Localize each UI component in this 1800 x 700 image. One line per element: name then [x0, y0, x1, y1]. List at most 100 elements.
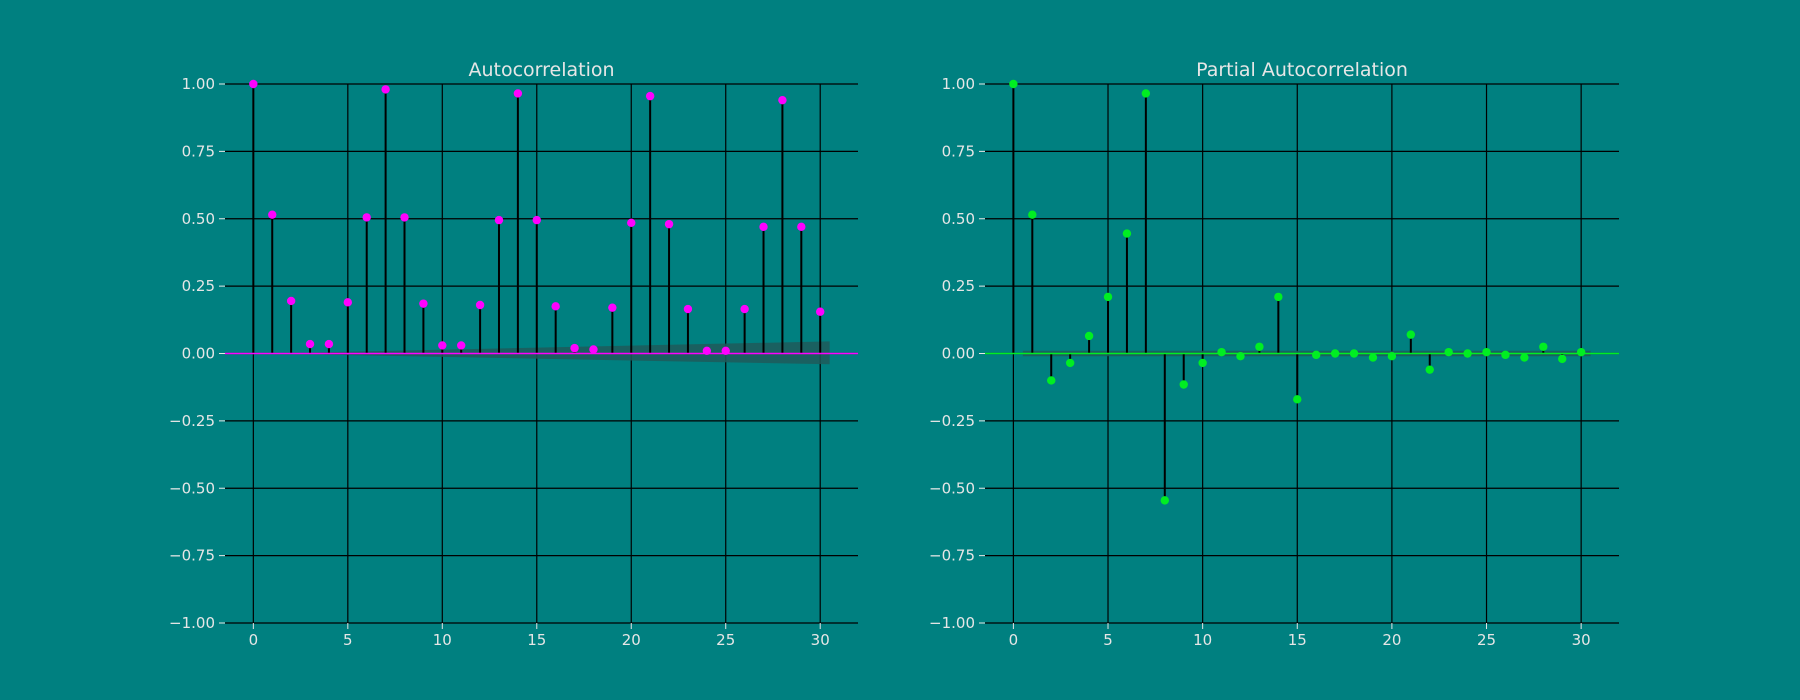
acf-ytick-label: 0.25	[182, 277, 215, 295]
pacf-marker	[1103, 292, 1113, 302]
pacf-marker	[1217, 347, 1226, 357]
pacf-marker	[1482, 347, 1491, 357]
acf-ytick-label: −0.50	[169, 479, 215, 497]
acf-marker	[438, 341, 447, 350]
pacf-marker	[1065, 358, 1075, 368]
pacf-xtick-label: 30	[1572, 631, 1591, 649]
acf-ytick-label: −1.00	[169, 614, 215, 632]
acf-marker	[305, 339, 315, 349]
acf-xtick-label: 20	[622, 631, 641, 649]
pacf-marker	[1387, 351, 1397, 361]
pacf-xtick-label: 10	[1193, 631, 1212, 649]
pacf-marker	[1084, 331, 1094, 341]
pacf-marker	[1160, 496, 1169, 505]
acf-marker	[608, 303, 617, 312]
acf-marker	[249, 79, 258, 89]
pacf-marker	[1368, 353, 1378, 362]
pacf-xtick-label: 20	[1382, 631, 1401, 649]
pacf-xtick-label: 25	[1477, 631, 1496, 649]
acf-marker	[627, 218, 636, 227]
pacf-marker	[1028, 210, 1037, 219]
acf-panel: 1.00 0.75 0.50 0.25 0.00 −0.25 −0.50 −0.75 −1.00…	[169, 59, 858, 649]
acf-ytick-label: 0.00	[182, 345, 215, 363]
acf-marker	[683, 304, 693, 314]
pacf-marker	[1009, 79, 1018, 89]
pacf-xtick-label: 15	[1288, 631, 1307, 649]
acf-marker	[324, 339, 334, 349]
acf-marker	[551, 302, 560, 311]
acf-xtick-label: 10	[433, 631, 452, 649]
acf-marker	[816, 307, 825, 316]
pacf-ytick-label: 0.25	[942, 277, 975, 295]
pacf-marker	[1122, 229, 1132, 238]
pacf-marker	[1047, 376, 1056, 385]
acf-marker	[740, 304, 749, 314]
acf-marker	[532, 215, 541, 225]
acf-marker	[664, 219, 674, 229]
pacf-marker	[1406, 330, 1416, 339]
acf-xtick-label: 0	[249, 631, 259, 649]
pacf-marker	[1558, 354, 1567, 364]
pacf-marker	[1179, 380, 1188, 389]
pacf-marker	[1501, 350, 1510, 360]
pacf-ytick-label: 1.00	[942, 75, 975, 93]
acf-ytick-label: 0.75	[182, 142, 215, 160]
pacf-marker	[1141, 89, 1151, 98]
acf-marker	[797, 222, 806, 232]
acf-marker	[419, 299, 428, 308]
pacf-ytick-label: 0.75	[942, 142, 975, 160]
acf-marker	[400, 213, 409, 222]
pacf-marker	[1425, 365, 1434, 374]
acf-ytick-label: −0.75	[169, 547, 215, 565]
pacf-marker	[1330, 349, 1340, 358]
acf-marker	[286, 296, 296, 306]
pacf-marker	[1463, 349, 1472, 358]
pacf-ytick-label: −0.75	[929, 547, 975, 565]
acf-marker	[759, 222, 768, 232]
acf-chart-title: Autocorrelation	[468, 59, 614, 81]
acf-ytick-label: 0.50	[182, 210, 215, 228]
pacf-marker	[1198, 358, 1207, 368]
pacf-panel: 1.00 0.75 0.50 0.25 0.00 −0.25 −0.50 −0.75 −1.00…	[929, 59, 1619, 649]
pacf-marker	[1274, 292, 1283, 302]
pacf-marker	[1293, 395, 1302, 404]
pacf-marker	[1444, 347, 1453, 357]
acf-marker	[381, 85, 390, 94]
acf-marker	[645, 91, 655, 101]
acf-marker	[589, 345, 598, 354]
pacf-marker	[1255, 342, 1264, 351]
acf-ytick-label: −0.25	[169, 412, 215, 430]
pacf-marker	[1236, 351, 1245, 361]
acf-marker	[513, 89, 523, 98]
pacf-ytick-label: −0.50	[929, 479, 975, 497]
acf-xtick-label: 15	[527, 631, 546, 649]
acf-marker	[456, 341, 466, 350]
pacf-xtick-label: 0	[1009, 631, 1019, 649]
pacf-ytick-label: −0.25	[929, 412, 975, 430]
acf-xtick-label: 25	[716, 631, 735, 649]
acf-marker	[702, 346, 712, 356]
pacf-marker	[1576, 347, 1586, 357]
pacf-marker	[1539, 342, 1548, 351]
pacf-marker	[1349, 349, 1359, 358]
pacf-marker	[1311, 350, 1321, 360]
pacf-chart-title: Partial Autocorrelation	[1196, 59, 1408, 81]
acf-marker	[494, 215, 504, 225]
acf-marker	[721, 346, 730, 356]
acf-marker	[778, 95, 787, 105]
acf-marker	[343, 298, 353, 307]
acf-marker	[362, 213, 371, 222]
acf-xtick-label: 5	[343, 631, 353, 649]
acf-ytick-label: 1.00	[182, 75, 215, 93]
pacf-ytick-label: 0.00	[942, 345, 975, 363]
acf-marker	[268, 210, 277, 219]
pacf-xtick-label: 5	[1103, 631, 1113, 649]
acf-marker	[475, 300, 485, 310]
pacf-ytick-label: 0.50	[942, 210, 975, 228]
pacf-marker	[1520, 353, 1529, 362]
pacf-ytick-label: −1.00	[929, 614, 975, 632]
acf-marker	[570, 343, 579, 353]
acf-xtick-label: 30	[811, 631, 830, 649]
